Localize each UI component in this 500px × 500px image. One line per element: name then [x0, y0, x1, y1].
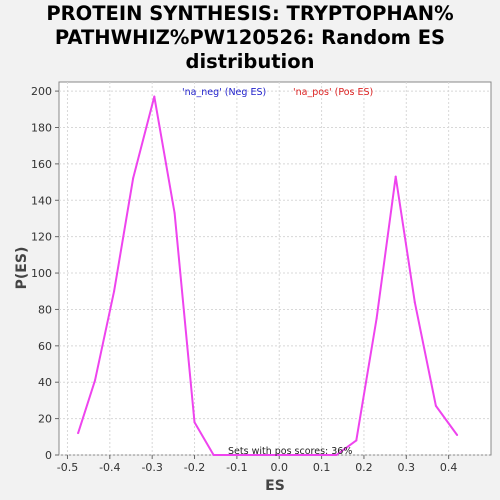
- data-point: [355, 439, 358, 442]
- y-tick-label: 80: [38, 303, 52, 316]
- data-point: [456, 433, 459, 436]
- x-tick-label: -0.2: [184, 461, 205, 474]
- plot-area: [58, 81, 492, 456]
- x-axis-label: ES: [265, 478, 285, 494]
- pos-scores-annotation: Sets with pos scores: 36%: [228, 446, 352, 457]
- x-tick-label: -0.1: [226, 461, 247, 474]
- y-tick-label: 160: [31, 158, 52, 171]
- data-point: [113, 290, 116, 293]
- y-tick-label: 120: [31, 231, 52, 244]
- x-tick-label: 0.1: [313, 461, 331, 474]
- chart-title-line-1: PROTEIN SYNTHESIS: TRYPTOPHAN%: [46, 2, 454, 25]
- x-axis-ticks: -0.5 -0.4 -0.3 -0.2 -0.1 0.0 0.1 0.2 0.3 0.4: [57, 455, 458, 474]
- legend-pos: 'na_pos' (Pos ES): [293, 87, 373, 98]
- x-tick-label: 0.4: [440, 461, 458, 474]
- chart-title: PROTEIN SYNTHESIS: TRYPTOPHAN% PATHWHIZ%…: [0, 2, 500, 74]
- chart-title-line-3: distribution: [185, 50, 315, 73]
- data-point: [212, 454, 215, 456]
- y-tick-label: 180: [31, 121, 52, 134]
- y-tick-label: 0: [45, 449, 52, 462]
- series-group: [77, 95, 459, 456]
- y-tick-label: 200: [31, 85, 52, 98]
- data-point: [132, 177, 135, 180]
- x-tick-label: 0.3: [398, 461, 416, 474]
- y-tick-label: 100: [31, 267, 52, 280]
- y-axis-label: P(ES): [14, 247, 30, 290]
- y-tick-label: 60: [38, 340, 52, 353]
- x-tick-label: -0.3: [141, 461, 162, 474]
- data-point: [77, 432, 80, 435]
- data-point: [94, 379, 96, 382]
- y-tick-label: 40: [38, 376, 52, 389]
- data-point: [434, 404, 437, 407]
- x-tick-label: 0.0: [270, 461, 288, 474]
- y-tick-label: 140: [31, 194, 52, 207]
- chart-title-line-2: PATHWHIZ%PW120526: Random ES: [54, 26, 446, 49]
- data-point: [413, 301, 416, 304]
- data-point: [173, 212, 176, 215]
- data-point: [153, 95, 156, 98]
- y-tick-label: 20: [38, 413, 52, 426]
- data-point: [335, 454, 338, 456]
- x-tick-label: -0.5: [57, 461, 78, 474]
- x-tick-label: 0.2: [355, 461, 373, 474]
- y-axis-ticks: 0 20 40 60 80 100 120 140 160 180 200: [31, 85, 59, 462]
- legend-neg: 'na_neg' (Neg ES): [182, 87, 266, 98]
- data-point: [375, 317, 378, 320]
- x-tick-label: -0.4: [99, 461, 120, 474]
- data-point: [193, 421, 196, 424]
- series-line: [77, 95, 458, 456]
- data-point: [394, 175, 397, 178]
- data-point: [231, 454, 234, 456]
